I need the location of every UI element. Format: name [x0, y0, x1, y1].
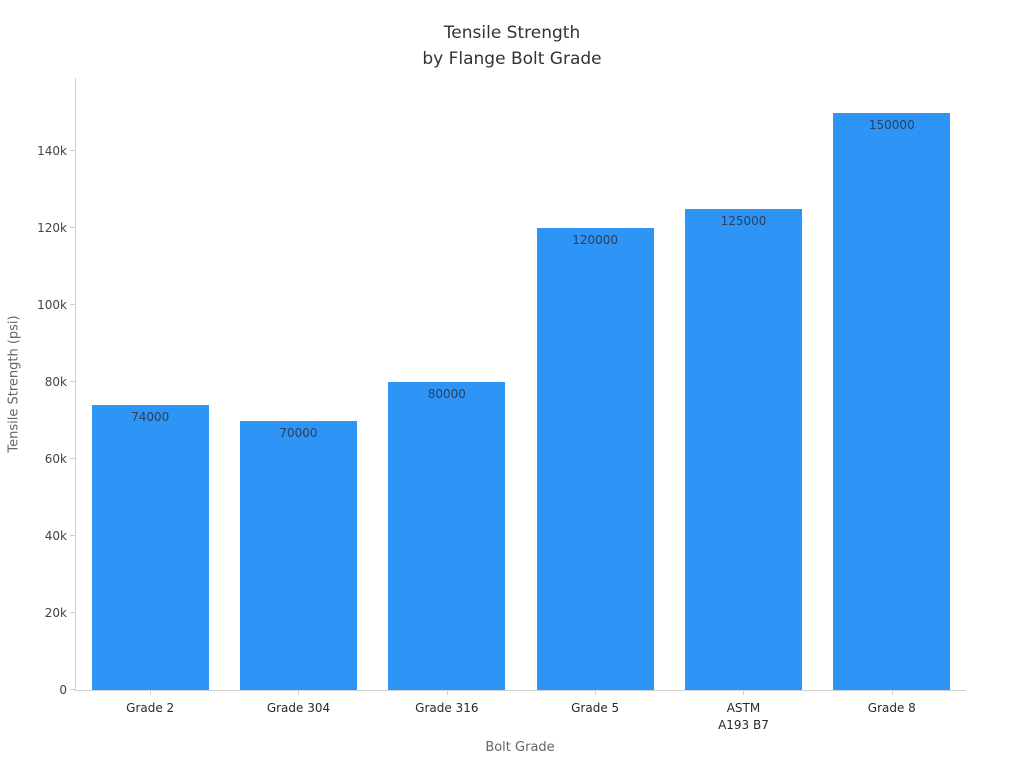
bar-slot: 74000 Grade 2 — [76, 78, 224, 715]
y-tick-label: 140k — [37, 143, 67, 158]
bar: 80000 — [388, 382, 506, 690]
x-tick-label: Grade 8 — [867, 701, 916, 715]
bar: 74000 — [91, 405, 209, 690]
y-tick: 140k — [37, 144, 76, 158]
x-tick-label: Grade 316 — [415, 701, 479, 715]
y-axis-title: Tensile Strength (psi) — [6, 315, 22, 453]
bar-slot: 125000 ASTM A193 B7 — [669, 78, 817, 732]
y-tick-label: 100k — [37, 297, 67, 312]
y-tick-label: 120k — [37, 220, 67, 235]
y-tick: 120k — [37, 221, 76, 235]
bar-value-label: 74000 — [131, 410, 170, 425]
y-tick-label: 60k — [44, 451, 67, 466]
bar: 150000 — [833, 112, 951, 690]
bar-slot: 70000 Grade 304 — [224, 78, 372, 715]
y-tick: 20k — [45, 606, 76, 620]
x-tick — [595, 690, 597, 695]
bar: 70000 — [239, 420, 358, 690]
bar-value-label: 125000 — [720, 213, 767, 228]
x-tick — [150, 690, 152, 695]
bar-slot: 120000 Grade 5 — [521, 78, 669, 715]
x-tick — [298, 690, 300, 695]
x-tick-label: Grade 304 — [266, 701, 331, 715]
x-tick — [891, 690, 893, 695]
y-tick: 60k — [45, 452, 76, 466]
chart-title-line1: Tensile Strength — [443, 23, 581, 43]
y-tick-label: 20k — [44, 605, 67, 620]
y-tick: 100k — [37, 298, 76, 312]
bar: 125000 — [684, 208, 803, 690]
bar-slot: 150000 Grade 8 — [818, 78, 966, 715]
bar: 120000 — [536, 228, 654, 690]
bar-value-label: 70000 — [279, 425, 318, 440]
y-tick-label: 0 — [59, 682, 67, 697]
bar-slot: 80000 Grade 316 — [373, 78, 521, 715]
y-tick: 80k — [45, 375, 76, 389]
bar-value-label: 120000 — [572, 233, 619, 248]
bar-value-label: 150000 — [868, 117, 915, 132]
chart-title-line2: by Flange Bolt Grade — [422, 49, 602, 70]
plot-area: 0 20k 40k 60k 80k 100k 120k 140k 74000 Grade 2 700… — [37, 78, 966, 732]
y-tick: 0 — [59, 683, 76, 697]
y-tick: 40k — [45, 529, 76, 543]
x-tick — [446, 690, 448, 695]
bars-container: 74000 Grade 2 70000 Grade 304 80000 Grade 316… — [76, 78, 966, 732]
x-tick-label: Grade 5 — [571, 701, 620, 715]
x-tick-label: Grade 2 — [126, 701, 175, 715]
y-tick-label: 80k — [44, 374, 67, 389]
x-tick-label: ASTM A193 B7 — [718, 701, 769, 732]
bar-value-label: 80000 — [427, 387, 466, 402]
chart-title: Tensile Strength by Flange Bolt Grade — [0, 20, 1024, 73]
x-axis-title: Bolt Grade — [485, 740, 555, 755]
y-tick-label: 40k — [44, 528, 67, 543]
x-tick — [743, 690, 745, 695]
